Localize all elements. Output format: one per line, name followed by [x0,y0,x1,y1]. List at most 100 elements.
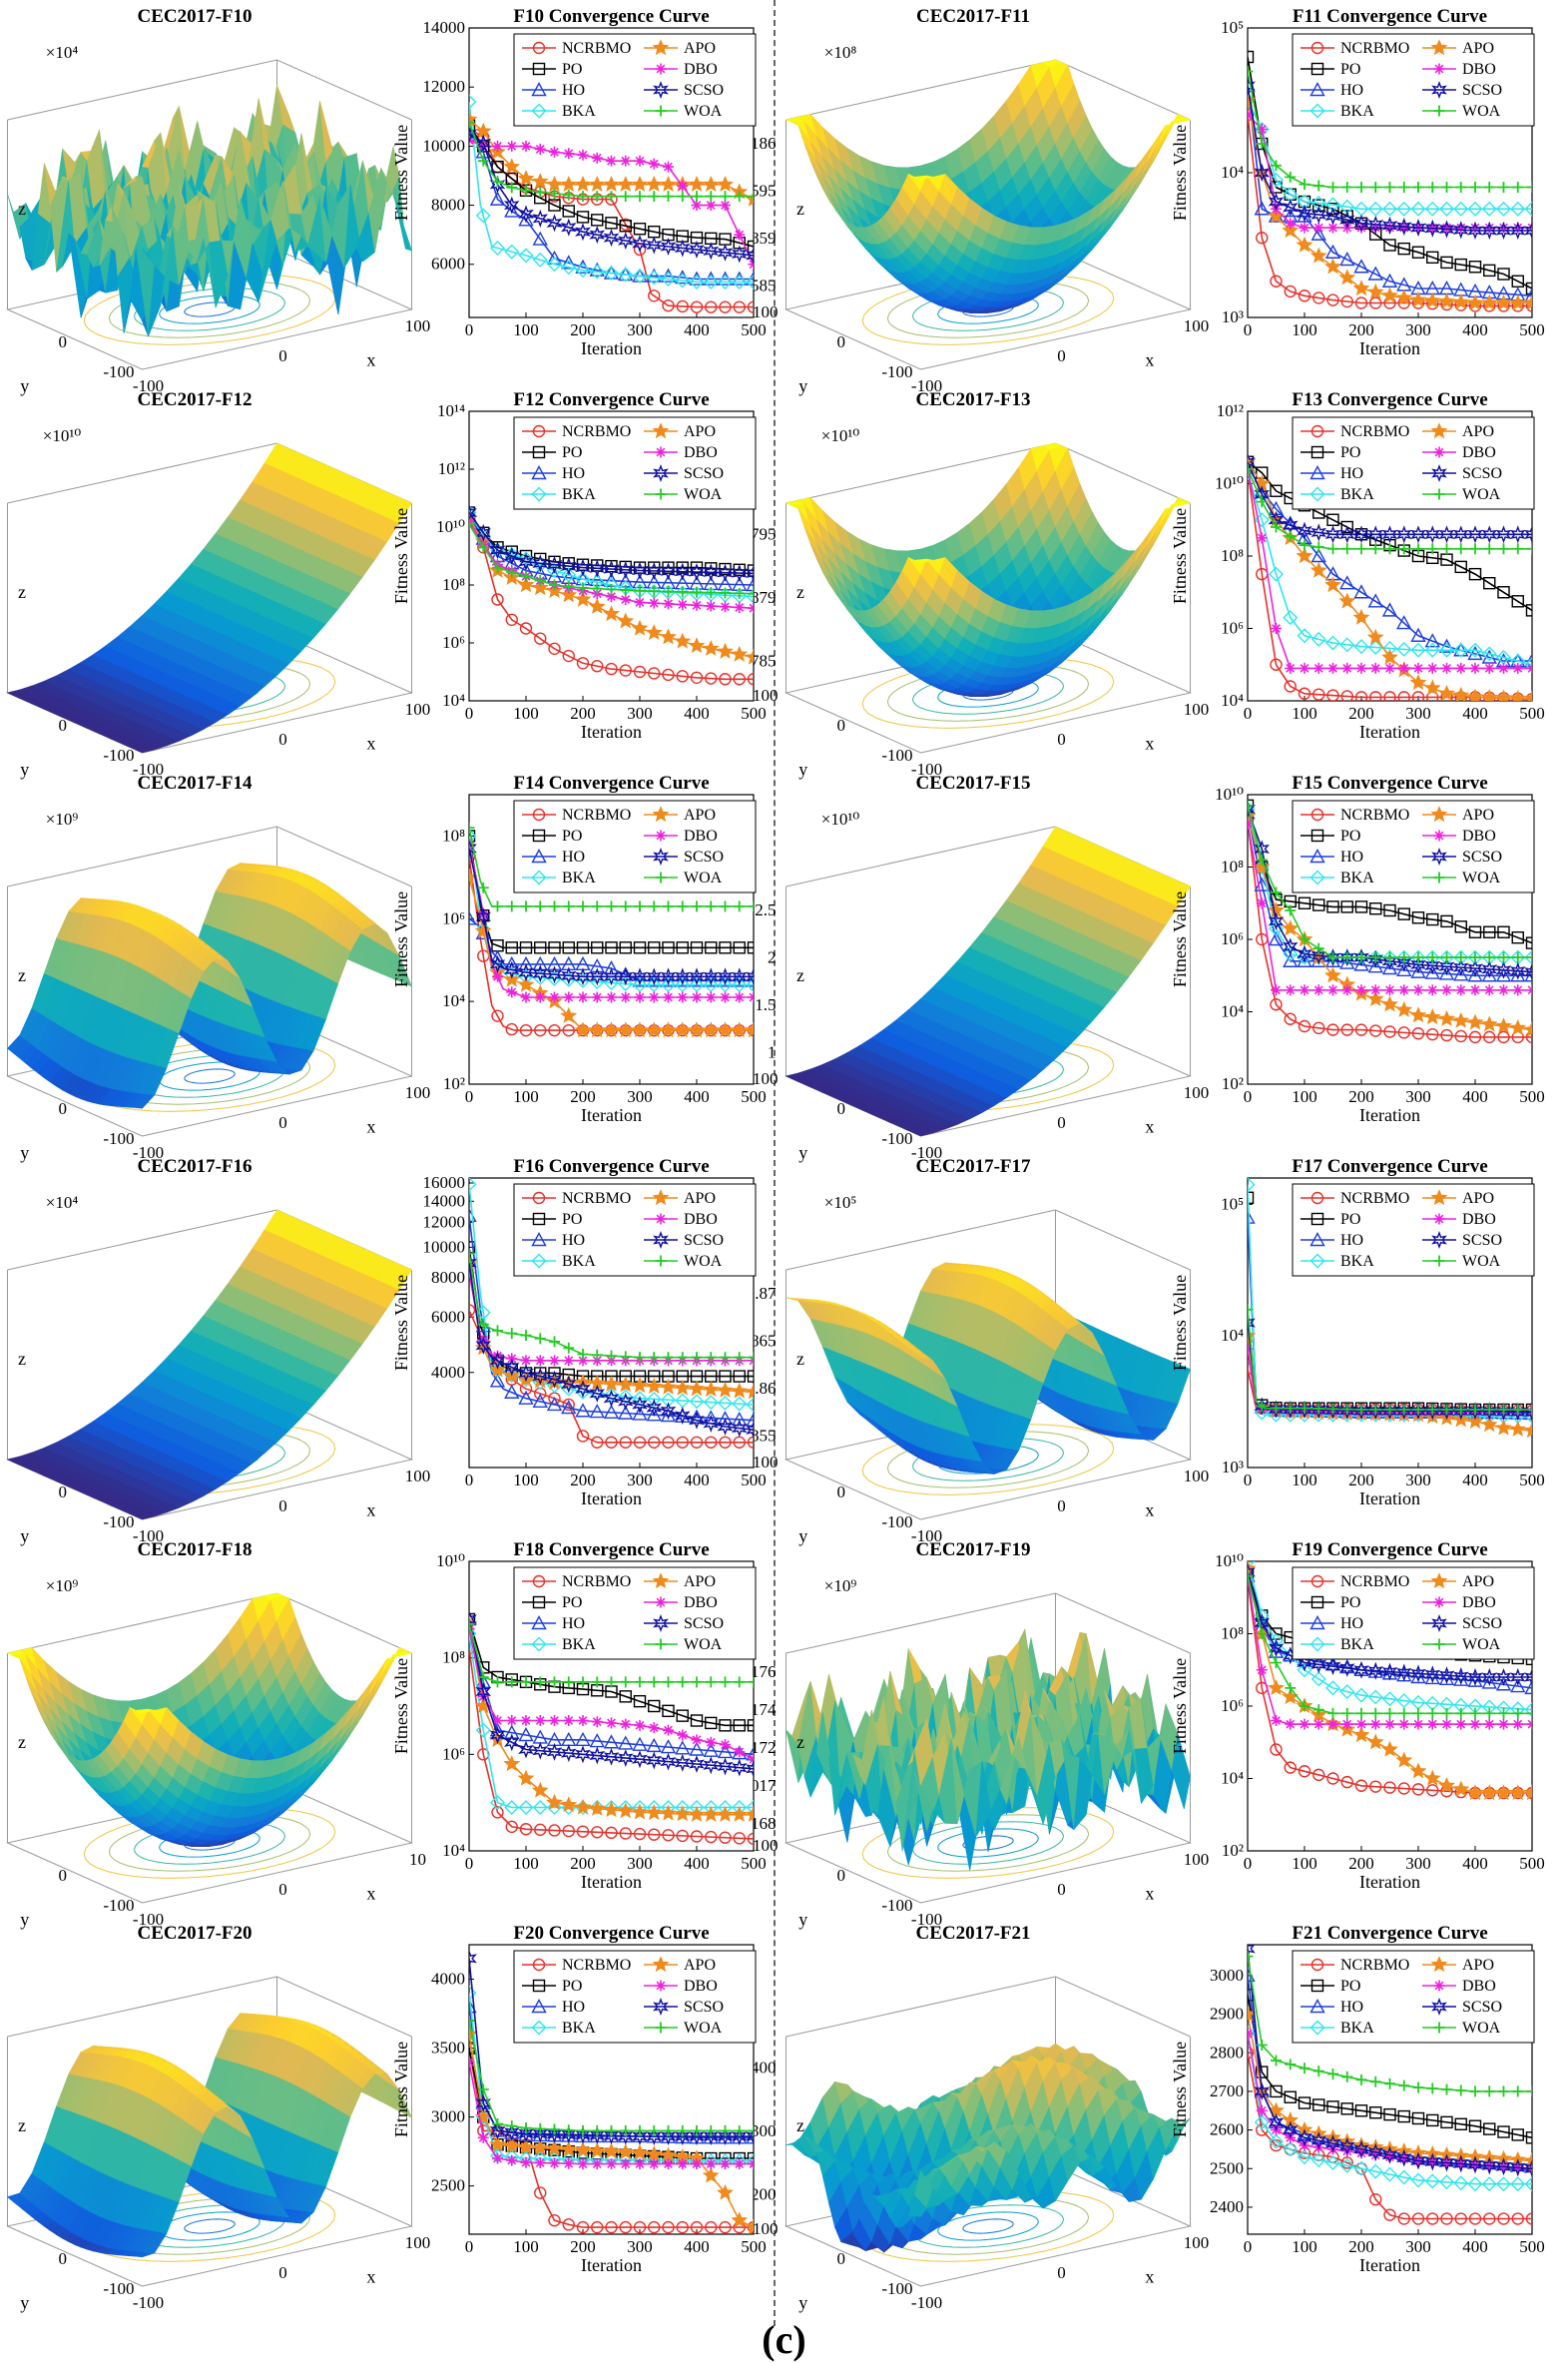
box-edge [786,60,1191,120]
x-tick-label: 0 [278,1113,287,1132]
z-axis-label: z [18,965,26,985]
z-exponent: ×10⁸ [824,43,857,62]
z-exponent: ×10⁴ [46,1193,79,1212]
surface-mesh [8,1593,412,1847]
z-exponent: ×10⁹ [46,1576,79,1595]
x-tick-label: 0 [278,730,287,749]
x-axis-label: x [1145,350,1154,370]
y-tick-label: 100 [753,302,779,321]
z-exponent: ×10⁹ [824,1576,857,1595]
x-axis-label: x [1145,734,1154,754]
box-edge [8,827,412,886]
z-axis-label: z [18,582,26,602]
y-tick-label: 0 [837,1482,846,1501]
x-axis-label: x [1145,1500,1154,1520]
surface-plot-F17: CEC2017-F17×10⁵2.8552.862.8652.87z1000-1… [738,1156,1209,1546]
x-axis-label: x [366,1884,375,1904]
z-tick-label: 2.5 [755,900,776,919]
y-tick-label: 0 [59,332,68,351]
surface-title: CEC2017-F14 [137,773,253,794]
surface-title: CEC2017-F10 [137,6,252,27]
surface-title: CEC2017-F17 [915,1156,1031,1177]
y-tick-label: -100 [103,746,134,765]
x-tick-label: 0 [1057,730,1066,749]
y-tick-label: 0 [59,1482,68,1501]
z-exponent: ×10¹⁰ [821,810,860,829]
x-axis-label: x [366,1500,375,1520]
y-tick-label: -100 [103,362,134,381]
y-axis-label: y [798,1143,807,1163]
z-tick-label: 1 [768,1042,777,1061]
y-axis-label: y [798,1526,807,1546]
floor-contour [185,1069,235,1083]
x-tick-label: 100 [405,1467,431,1485]
surface-mesh [8,864,412,1109]
surface-title: CEC2017-F11 [916,6,1030,27]
x-tick-label: 100 [405,316,431,335]
x-tick-label: 100 [405,1083,431,1102]
x-tick-label: 0 [278,1496,287,1515]
box-edge [8,1593,412,1653]
y-axis-label: y [798,760,807,780]
x-axis-label: x [366,734,375,754]
box-edge [786,1593,1191,1653]
surface-title: CEC2017-F15 [915,773,1030,794]
y-tick-label: 100 [753,1069,779,1088]
z-exponent: ×10⁹ [46,810,79,829]
x-tick-label: 100 [1184,1467,1210,1485]
y-tick-label: -100 [881,1512,912,1531]
x-tick-label: 0 [278,346,287,365]
surface-title: CEC2017-F16 [137,1156,252,1177]
y-axis-label: y [20,760,29,780]
z-exponent: ×10¹⁰ [43,426,82,445]
y-tick-label: 0 [59,1099,68,1118]
y-tick-label: -100 [881,1129,912,1148]
x-tick-label: 100 [405,700,431,719]
y-axis-label: y [20,1526,29,1546]
surface-plot-F12: CEC2017-F12×10¹⁰33.544.5z1000-100y-10001… [0,389,430,780]
z-axis-label: z [18,1349,26,1369]
z-axis-label: z [796,1349,804,1369]
y-axis-label: y [20,1910,29,1930]
z-axis-label: z [796,199,804,219]
y-tick-label: 0 [59,716,68,735]
z-axis-label: z [796,582,804,602]
y-tick-label: 0 [837,332,846,351]
surface-plot-F13: CEC2017-F13×10¹⁰4.4187854.418794.418795z… [713,389,1210,780]
z-axis-label: z [18,1732,26,1752]
y-axis-label: y [20,376,29,396]
y-tick-label: -100 [103,1512,134,1531]
y-tick-label: 100 [753,1453,779,1472]
x-tick-label: 100 [1184,700,1210,719]
y-tick-label: -100 [881,746,912,765]
surface-mesh [786,1263,1191,1475]
surface-title: CEC2017-F19 [915,1539,1030,1560]
y-tick-label: 0 [837,1099,846,1118]
x-tick-label: 0 [278,1880,287,1899]
surface-plot-F15: CEC2017-F15×10¹⁰11.522.5z1000-100y-10001… [753,773,1209,1163]
x-axis-label: x [366,1117,375,1137]
x-tick-label: 0 [1057,1113,1066,1132]
box-edge [8,60,412,120]
x-tick-label: 100 [1184,316,1210,335]
y-tick-label: -100 [103,1896,134,1915]
x-tick-label: 100 [1184,1083,1210,1102]
x-tick-label: 0 [1057,1496,1066,1515]
z-exponent: ×10¹⁰ [821,426,860,445]
x-axis-label: x [366,350,375,370]
y-axis-label: y [20,1143,29,1163]
surface-mesh [786,60,1191,313]
surface-plot-F11: CEC2017-F11×10⁸6.185856.18596.185956.186… [721,6,1209,396]
z-exponent: ×10⁴ [46,43,79,62]
y-axis-label: y [798,376,807,396]
surface-mesh [8,86,412,336]
box-edge [786,443,1191,503]
y-tick-label: -100 [103,1129,134,1148]
x-tick-label: 0 [1057,346,1066,365]
x-axis-label: x [1145,1117,1154,1137]
box-edge [786,1210,1191,1270]
surface-plot-F14: CEC2017-F14×10⁹1.25116961.251169581.2511… [0,773,430,1163]
surface-plot-F16: CEC2017-F16×10⁴33.544.5z1000-100y-100010… [0,1156,430,1546]
y-tick-label: -100 [881,362,912,381]
